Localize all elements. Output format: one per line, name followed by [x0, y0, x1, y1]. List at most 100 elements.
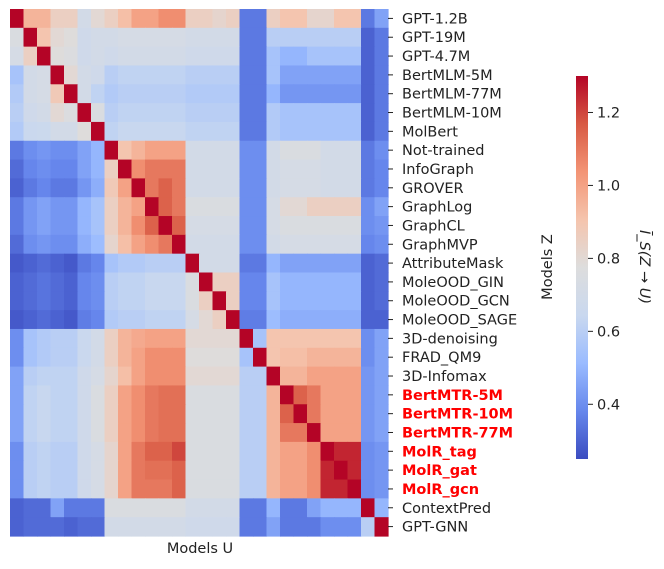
heatmap-cell	[280, 498, 295, 518]
heatmap-cell	[104, 121, 119, 142]
y-tick-label: GraphCL	[402, 218, 465, 234]
colorbar-tick-label: 0.6	[597, 324, 620, 340]
heatmap-cell	[64, 65, 79, 85]
heatmap-cell	[293, 385, 308, 405]
heatmap-cell	[293, 423, 308, 443]
heatmap-cell	[104, 46, 119, 67]
heatmap-cell	[91, 385, 106, 405]
heatmap-cell	[212, 498, 227, 518]
heatmap-cell	[374, 423, 389, 443]
heatmap-cell	[131, 291, 146, 311]
heatmap-cell	[307, 46, 322, 67]
heatmap-cell	[185, 178, 200, 198]
heatmap-cell	[307, 291, 322, 311]
heatmap-cell	[118, 517, 133, 537]
heatmap-cell	[239, 517, 254, 537]
heatmap-cell	[118, 479, 133, 499]
y-tick-label: InfoGraph	[402, 162, 474, 178]
heatmap-cell	[77, 328, 92, 349]
heatmap-cell	[185, 517, 200, 537]
heatmap-cell	[10, 479, 25, 499]
heatmap-cell	[172, 404, 187, 424]
heatmap-cell	[77, 310, 92, 330]
heatmap-cell	[77, 441, 92, 462]
heatmap-cell	[374, 347, 389, 368]
heatmap-cell	[145, 423, 160, 443]
heatmap-cell	[293, 404, 308, 424]
heatmap-cell	[145, 498, 160, 518]
heatmap-cell	[23, 65, 38, 85]
heatmap-cell	[334, 197, 349, 217]
heatmap-cell	[10, 423, 25, 443]
heatmap-cell	[145, 234, 160, 255]
heatmap-cell	[293, 159, 308, 179]
heatmap-cell	[307, 121, 322, 142]
heatmap-cell	[253, 27, 268, 48]
heatmap-cell	[91, 84, 106, 104]
heatmap-cell	[172, 216, 187, 236]
heatmap-cell	[158, 328, 173, 349]
heatmap-cell	[91, 9, 106, 29]
heatmap-cell	[334, 479, 349, 499]
heatmap-cell	[334, 103, 349, 123]
heatmap-cell	[50, 385, 65, 405]
heatmap-cell	[307, 498, 322, 518]
heatmap-cell	[185, 197, 200, 217]
heatmap-cell	[239, 9, 254, 29]
heatmap-cell	[239, 479, 254, 499]
heatmap-cell	[104, 159, 119, 179]
heatmap-cell	[266, 347, 281, 368]
heatmap-cell	[212, 65, 227, 85]
heatmap-cell	[334, 216, 349, 236]
heatmap-cell	[374, 121, 389, 142]
heatmap-cell	[374, 46, 389, 67]
heatmap-cell	[361, 479, 376, 499]
heatmap-cell	[10, 366, 25, 387]
heatmap-cell	[50, 441, 65, 462]
heatmap-cell	[64, 216, 79, 236]
heatmap-cell	[334, 27, 349, 48]
heatmap-cell	[172, 46, 187, 67]
heatmap-cell	[307, 328, 322, 349]
heatmap-cell	[307, 253, 322, 274]
heatmap-cell	[91, 517, 106, 537]
heatmap-cell	[64, 140, 79, 161]
heatmap-cell	[280, 197, 295, 217]
heatmap-cell	[50, 9, 65, 29]
heatmap-cell	[374, 27, 389, 48]
heatmap-cell	[64, 9, 79, 29]
heatmap-cell	[374, 197, 389, 217]
heatmap-cell	[253, 103, 268, 123]
heatmap-cell	[320, 178, 335, 198]
heatmap-cell	[280, 291, 295, 311]
heatmap-cell	[320, 234, 335, 255]
heatmap-cell	[361, 366, 376, 387]
heatmap-cell	[280, 46, 295, 67]
heatmap-cell	[199, 216, 214, 236]
heatmap-cell	[10, 197, 25, 217]
heatmap-cell	[50, 103, 65, 123]
heatmap-cell	[118, 460, 133, 481]
heatmap-cell	[374, 310, 389, 330]
heatmap-cell	[77, 27, 92, 48]
heatmap-cell	[212, 272, 227, 292]
heatmap-cell	[212, 27, 227, 48]
heatmap-cell	[374, 441, 389, 462]
heatmap-cell	[253, 121, 268, 142]
y-tick-label: BertMLM-77M	[402, 87, 502, 103]
heatmap-cell	[37, 291, 52, 311]
heatmap-cell	[50, 65, 65, 85]
heatmap-cell	[239, 46, 254, 67]
heatmap-cell	[266, 27, 281, 48]
heatmap-cell	[293, 291, 308, 311]
heatmap-cell	[307, 517, 322, 537]
heatmap-cell	[118, 46, 133, 67]
heatmap-cell	[172, 272, 187, 292]
heatmap-cell	[253, 310, 268, 330]
heatmap-cell	[37, 27, 52, 48]
heatmap-cell	[37, 328, 52, 349]
heatmap-cell	[185, 27, 200, 48]
heatmap-cell	[253, 272, 268, 292]
heatmap-cell	[347, 84, 362, 104]
heatmap-cell	[280, 253, 295, 274]
